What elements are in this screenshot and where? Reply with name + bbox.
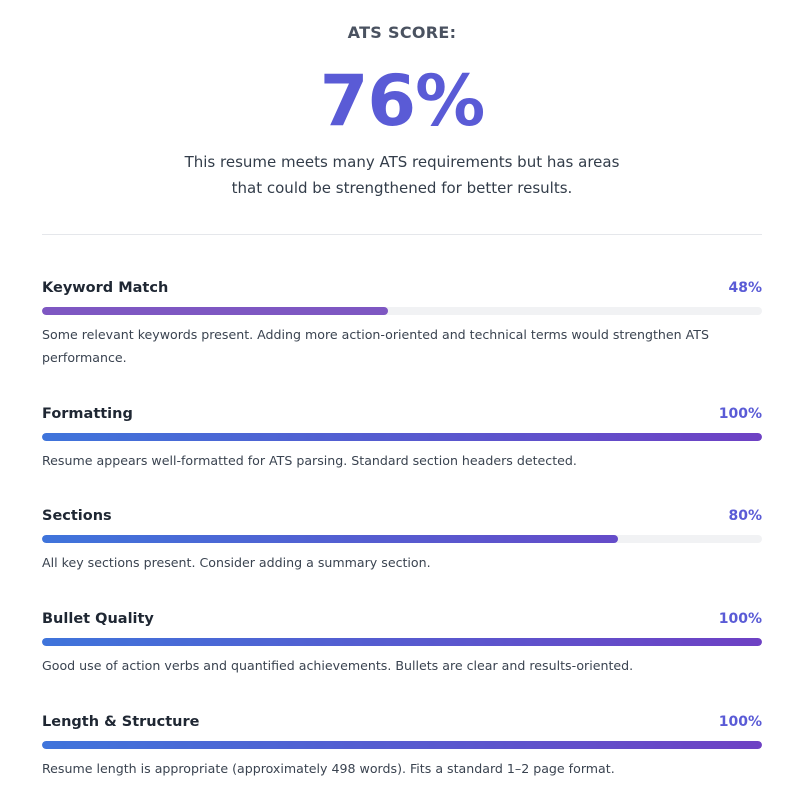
progress-fill (42, 433, 762, 441)
metric-list: Keyword Match 48% Some relevant keywords… (42, 277, 762, 791)
metric-percent: 80% (728, 508, 762, 524)
progress-fill (42, 535, 618, 543)
progress-fill (42, 307, 388, 315)
metric-formatting: Formatting 100% Resume appears well-form… (42, 403, 762, 505)
score-label: ATS SCORE: (347, 23, 457, 42)
overall-score: 76% (319, 60, 486, 142)
metric-percent: 100% (718, 714, 762, 730)
progress-track (42, 433, 762, 441)
metric-name: Keyword Match (42, 280, 169, 296)
metric-length-structure: Length & Structure 100% Resume length is… (42, 711, 762, 791)
metric-description: All key sections present. Consider addin… (42, 555, 431, 570)
progress-fill (42, 638, 762, 646)
metric-name: Bullet Quality (42, 611, 154, 627)
progress-track (42, 535, 762, 543)
progress-track (42, 638, 762, 646)
metric-name: Formatting (42, 406, 133, 422)
progress-track (42, 741, 762, 749)
progress-track (42, 307, 762, 315)
metric-description: Resume length is appropriate (approximat… (42, 761, 615, 776)
metric-description: Good use of action verbs and quantified … (42, 658, 634, 673)
metric-percent: 100% (718, 611, 762, 627)
metric-percent: 100% (718, 406, 762, 422)
metric-name: Sections (42, 508, 112, 524)
metric-name: Length & Structure (42, 714, 200, 730)
metric-keyword-match: Keyword Match 48% Some relevant keywords… (42, 277, 762, 380)
metric-bullet-quality: Bullet Quality 100% Good use of action v… (42, 608, 762, 711)
metric-sections: Sections 80% All key sections present. C… (42, 505, 762, 608)
metric-description: Some relevant keywords present. Adding m… (42, 327, 709, 365)
divider (42, 234, 762, 235)
metric-percent: 48% (728, 280, 762, 296)
metric-description: Resume appears well-formatted for ATS pa… (42, 453, 577, 468)
score-summary: ATS SCORE: 76% This resume meets many AT… (42, 0, 762, 201)
progress-fill (42, 741, 762, 749)
score-description: This resume meets many ATS requirements … (184, 153, 620, 197)
